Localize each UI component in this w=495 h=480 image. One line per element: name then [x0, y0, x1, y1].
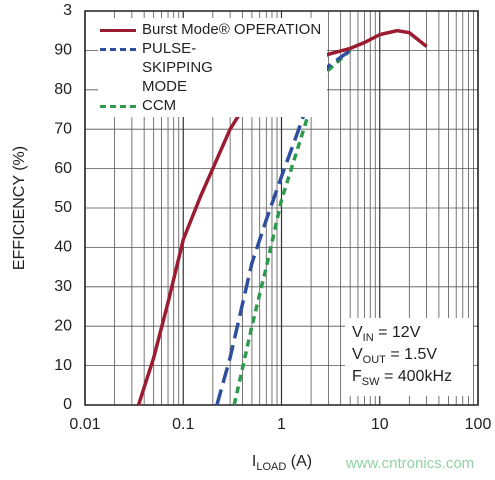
y-tick-label: 0: [63, 396, 72, 413]
y-tick-label: 50: [54, 199, 72, 216]
x-tick-label: 0.1: [172, 416, 194, 433]
legend-swatch: [100, 48, 136, 51]
annotation-rest: = 1.5V: [386, 346, 437, 363]
legend-label: PULSE-SKIPPING MODE: [142, 40, 213, 95]
x-axis-label-sub: LOAD: [256, 461, 286, 473]
legend: Burst Mode® OPERATION PULSE-SKIPPING MODE…: [98, 18, 328, 117]
legend-item: Burst Mode® OPERATION: [100, 20, 321, 39]
y-tick-label: 90: [54, 42, 72, 59]
legend-label: Burst Mode® OPERATION: [142, 21, 322, 38]
annotation: VIN = 12V: [352, 324, 421, 344]
x-axis-label: ILOAD (A): [252, 453, 312, 473]
x-axis-label-main: I: [252, 453, 256, 470]
y-tick-label: 70: [54, 120, 72, 137]
x-tick-label: 100: [465, 416, 492, 433]
y-tick-label: 20: [54, 317, 72, 334]
annotation: FSW = 400kHz: [352, 368, 452, 388]
y-tick-label: 10: [54, 357, 72, 374]
annotation-rest: = 400kHz: [380, 368, 452, 385]
plot-frame: [84, 10, 479, 406]
legend-item: PULSE-SKIPPING MODE: [100, 39, 321, 96]
watermark: www.cntronics.com: [345, 455, 474, 472]
annotation-sub: SW: [362, 376, 380, 388]
legend-label: CCM: [142, 97, 177, 114]
y-tick-label: 80: [54, 81, 72, 98]
x-axis-label-rest: (A): [286, 453, 312, 470]
y-tick-label: 60: [54, 160, 72, 177]
annotation: VOUT = 1.5V: [352, 346, 437, 366]
annotation-main: F: [352, 368, 362, 385]
y-axis-label: EFFICIENCY (%): [11, 146, 28, 270]
annotation-main: V: [352, 324, 363, 341]
legend-item: CCM: [100, 96, 321, 115]
legend-swatch: [100, 105, 136, 108]
annotation-sub: IN: [363, 332, 374, 344]
x-tick-label: 10: [371, 416, 389, 433]
annotation-box: [345, 318, 473, 396]
annotation-sub: OUT: [363, 354, 387, 366]
annotation-rest: = 12V: [374, 324, 421, 341]
y-tick-label: 40: [54, 239, 72, 256]
legend-swatch: [100, 29, 136, 32]
y-tick-label: 30: [54, 278, 72, 295]
annotation-main: V: [352, 346, 363, 363]
y-tick-label: 3: [63, 2, 72, 19]
x-tick-label: 1: [277, 416, 286, 433]
x-tick-label: 0.01: [69, 416, 100, 433]
